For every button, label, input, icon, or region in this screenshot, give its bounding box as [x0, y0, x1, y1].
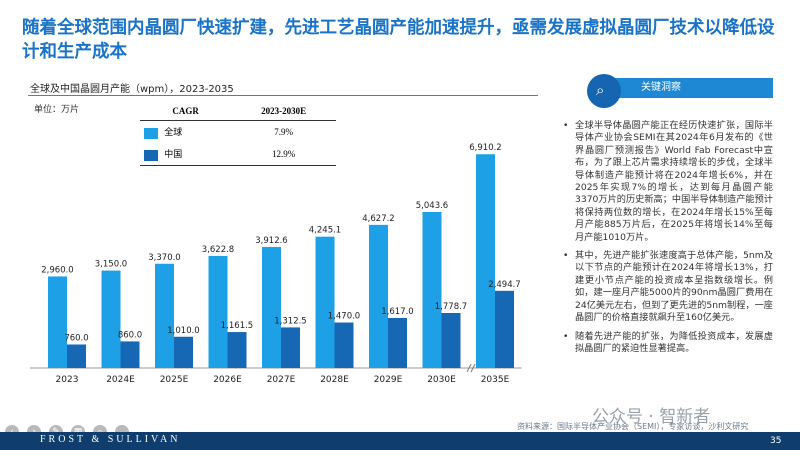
- bar-global: [262, 246, 281, 368]
- data-label: 3,622.8: [202, 245, 234, 255]
- bar-china: [67, 344, 86, 368]
- bar-global: [48, 276, 67, 368]
- data-label: 3,912.6: [255, 236, 287, 246]
- bar-china: [174, 336, 193, 368]
- data-label: 5,043.6: [416, 201, 448, 211]
- legend-entry-global: 全球: [140, 121, 231, 144]
- chart-title: 全球及中国晶圆月产能（wpm），2023-2035: [30, 84, 234, 95]
- x-tick-label: 2026E: [213, 375, 242, 385]
- legend-label-china: 中国: [164, 149, 183, 160]
- unit-label: 单位：万片: [34, 105, 80, 115]
- page-title: 随着全球范围内晶圆厂快速扩建，先进工艺晶圆产能加速提升，亟需发展虚拟晶圆厂技术以…: [22, 18, 775, 62]
- legend-label-global: 全球: [164, 127, 183, 138]
- bar-global: [101, 270, 121, 368]
- data-label: 1,312.5: [274, 316, 306, 326]
- insight-panel: 关键洞察 ⌕ 全球半导体晶圆产能正在经历快速扩张，国际半导体产业协会SEMI在其…: [555, 74, 773, 361]
- watermark: 公众号 · 智新者: [592, 407, 711, 427]
- data-label: 1,470.0: [328, 312, 360, 322]
- bar-global: [422, 211, 442, 368]
- bar-global: [208, 255, 228, 368]
- bar-global: [476, 154, 495, 368]
- x-tick-label: 2030E: [427, 375, 456, 385]
- brand-logo: FROST & SULLIVAN: [40, 434, 181, 445]
- x-tick-label: 2024E: [106, 375, 135, 385]
- data-label: 2,494.7: [488, 280, 520, 290]
- footer-bar: [0, 432, 800, 450]
- x-tick-label: 2025E: [160, 375, 189, 385]
- chart-title-rule: [28, 95, 538, 96]
- bar-global: [315, 236, 335, 368]
- insight-bullet: 全球半导体晶圆产能正在经历快速扩张，国际半导体产业协会SEMI在其2024年6月…: [555, 120, 773, 244]
- x-tick-label: 2027E: [267, 375, 296, 385]
- data-label: 1,617.0: [381, 307, 413, 317]
- bar-china: [495, 290, 514, 368]
- bar-china: [441, 312, 461, 368]
- data-label: 1,161.5: [221, 321, 253, 331]
- bar-china: [334, 322, 354, 368]
- axis-break-mark: [466, 363, 472, 373]
- x-tick-label: 2035E: [481, 375, 510, 385]
- data-label: 6,910.2: [469, 143, 501, 153]
- data-label: 3,150.0: [95, 260, 127, 270]
- bar-global: [155, 263, 174, 368]
- period-header: 2023-2030E: [231, 102, 336, 121]
- source-note: 资料来源：国际半导体产业协会（SEMI），专家访谈，沙利文研究: [517, 422, 749, 431]
- data-label: 2,960.0: [41, 265, 73, 275]
- legend-swatch-global: [144, 127, 158, 139]
- panel-header: 关键洞察 ⌕: [555, 74, 773, 108]
- x-tick-label: 2029E: [374, 375, 403, 385]
- bar-china: [120, 341, 140, 368]
- legend-swatch-china: [144, 149, 158, 161]
- bar-china: [281, 327, 300, 368]
- insight-bullet: 其中，先进产能扩张速度高于总体产能，5nm及以下节点的产能预计在2024年将增长…: [555, 250, 773, 324]
- axis-break-mark: [470, 363, 476, 373]
- search-insight-icon: ⌕: [587, 74, 621, 108]
- cagr-header: CAGR: [140, 102, 232, 121]
- insight-bullet: 随着先进产能的扩张，为降低投资成本，发展虚拟晶圆厂的紧迫性显著提高。: [555, 331, 773, 356]
- data-label: 860.0: [118, 330, 142, 340]
- x-tick-label: 2028E: [320, 375, 349, 385]
- page-number: 35: [770, 436, 782, 446]
- panel-title: 关键洞察: [615, 78, 773, 98]
- data-label: 4,245.1: [309, 226, 341, 236]
- data-label: 3,370.0: [148, 253, 180, 263]
- bar-china: [227, 332, 247, 368]
- cagr-legend-table: CAGR 2023-2030E 全球 7.9% 中国 12.9%: [140, 102, 336, 166]
- bar-china: [388, 317, 407, 368]
- data-label: 760.0: [64, 333, 88, 343]
- insight-bullets: 全球半导体晶圆产能正在经历快速扩张，国际半导体产业协会SEMI在其2024年6月…: [555, 120, 773, 355]
- x-tick-label: 2023: [56, 375, 79, 385]
- bar-chart: 2,960.0 760.0 2023 3,150.0 860.0 2024E 3,370.0…: [30, 143, 522, 385]
- legend-value-global: 7.9%: [274, 127, 294, 137]
- data-label: 1,778.7: [435, 302, 467, 312]
- data-label: 1,010.0: [167, 326, 199, 336]
- legend-value-china: 12.9%: [231, 143, 336, 166]
- legend-entry-china: 中国: [140, 143, 232, 166]
- data-label: 4,627.2: [362, 214, 394, 224]
- bar-global: [369, 224, 388, 368]
